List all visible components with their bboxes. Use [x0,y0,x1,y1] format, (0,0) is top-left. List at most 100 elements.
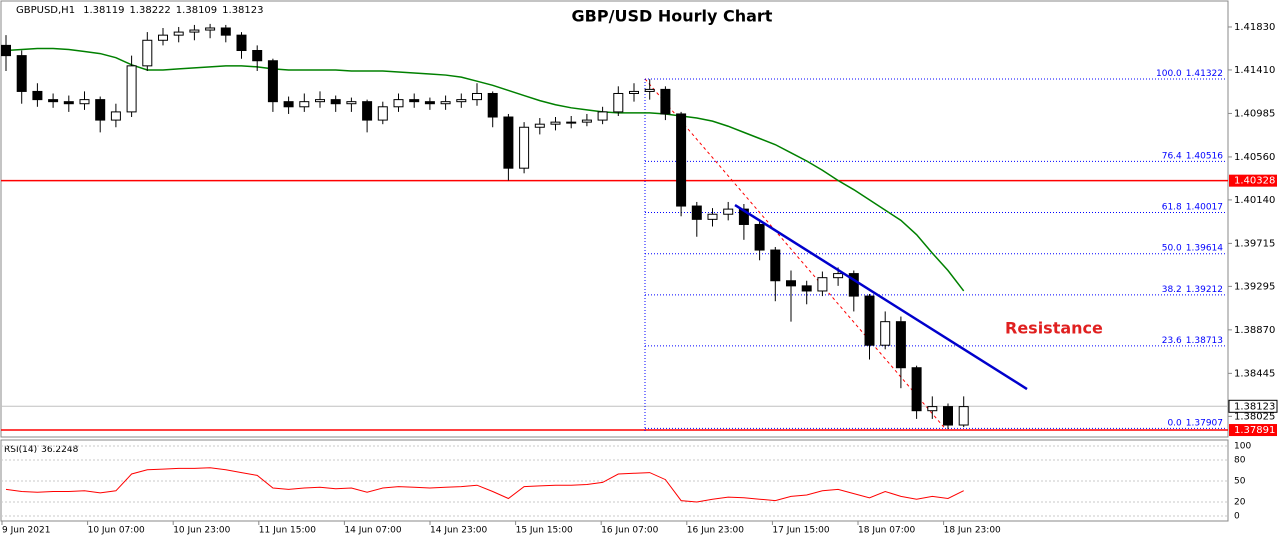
price-box [1229,174,1277,187]
candle-body [472,92,482,101]
fib-label: 38.2 1.39212 [1162,284,1223,294]
x-tick-label: 16 Jun 07:00 [601,526,658,536]
fib-price: 1.38713 [1186,335,1223,345]
fib-label: 61.8 1.40017 [1162,202,1223,212]
candle-body [911,367,922,412]
rsi-tick-label: 20 [1234,498,1246,508]
y-tick-label: 1.38025 [1234,411,1275,422]
candle-body [566,121,577,124]
annotation: Resistance [1005,319,1103,338]
x-tick-label: 11 Jun 15:00 [259,526,316,536]
candle-body [205,27,216,31]
candle-body [644,88,655,92]
header-price: 1.38222 [129,5,170,16]
price-box-label: 1.38123 [1234,401,1275,412]
candle-body [299,101,310,108]
candle-body [267,60,278,103]
candle-body [676,113,687,207]
x-tick-label: 14 Jun 07:00 [344,526,401,536]
candle-body [801,285,812,292]
candle-body [283,101,294,108]
candle-body [126,65,137,113]
x-tick-label: 10 Jun 07:00 [88,526,145,536]
candle-body [786,280,796,287]
candle-body [691,205,702,220]
fib-price: 1.40516 [1186,151,1223,161]
fib-price: 1.39614 [1186,243,1223,253]
x-tick-label: 9 Jun 2021 [2,526,50,536]
fib-ratio: 61.8 [1162,202,1182,212]
candle-body [315,99,325,103]
candle-body [817,277,828,292]
y-tick-label: 1.40985 [1234,108,1275,119]
trendline [734,203,1028,391]
fib-label: 0.0 1.37907 [1167,418,1223,428]
candle-body [424,101,435,105]
y-tick-label: 1.41410 [1234,65,1275,76]
candle-body [158,34,168,41]
candle-body [629,90,639,94]
fib-label: 23.6 1.38713 [1162,335,1223,345]
header: GBPUSD,H1 1.38119 1.38222 1.38109 1.38123 [16,5,264,16]
fib-label: 100.0 1.41322 [1156,68,1223,78]
x-tick-label: 14 Jun 23:00 [430,526,487,536]
symbol: GBPUSD,H1 [16,5,75,16]
fib-ratio: 23.6 [1162,335,1182,345]
candle-body [1,44,11,57]
rsi-tick-label: 50 [1234,477,1246,487]
rsi-tick-label: 100 [1234,442,1251,452]
candle-body [754,223,765,251]
fib-ratio: 38.2 [1162,284,1182,294]
candle-body [723,208,734,215]
candle-body [833,273,844,279]
candle-body [110,111,121,121]
fib-ratio: 100.0 [1156,68,1182,78]
header-price: 1.38119 [83,5,124,16]
header-price: 1.38123 [222,5,263,16]
fib-price: 1.37907 [1186,418,1223,428]
candle-body [252,50,263,62]
candle-body [880,321,891,346]
candle-body [927,406,938,412]
fib-label: 50.0 1.39614 [1162,243,1224,253]
fib-diagonal [644,78,946,429]
candle-body [189,29,200,33]
rsi-tick-label: 0 [1234,512,1240,522]
price-frame [0,0,1229,438]
rsi-value: 36.2248 [41,445,78,455]
candle-body [16,55,27,92]
candle-body [943,406,953,426]
candle-body [63,101,74,105]
price-box-label: 1.37891 [1234,425,1275,436]
rsi-label: RSI(14) 36.2248 [4,445,79,455]
rsi-tick-label: 80 [1234,456,1246,466]
candle-body [32,90,43,101]
candle-body [377,106,388,121]
candle-body [456,99,467,103]
candle-body [597,111,608,121]
fib-ratio: 76.4 [1162,151,1182,161]
candle-body [409,99,420,103]
x-tick-label: 18 Jun 23:00 [944,526,1001,536]
x-tick-label: 17 Jun 15:00 [772,526,829,536]
fib-label: 76.4 1.40516 [1162,151,1224,161]
candle-body [707,213,718,220]
candle-body [48,99,59,103]
candle-body [770,249,781,282]
y-tick-label: 1.40140 [1234,195,1275,206]
candle-body [142,39,153,67]
header-price: 1.38109 [176,5,217,16]
candle-body [440,101,451,105]
moving-average [5,47,965,292]
fib-price: 1.40017 [1186,202,1223,212]
price-box [1229,424,1277,437]
candle-body [393,99,404,108]
price-box-label: 1.40328 [1234,176,1275,187]
fib-ratio: 50.0 [1162,243,1182,253]
y-tick-label: 1.39715 [1234,238,1275,249]
x-tick-label: 18 Jun 07:00 [858,526,915,536]
candle-body [895,321,906,369]
candle-body [581,119,592,123]
candle-body [534,123,545,128]
